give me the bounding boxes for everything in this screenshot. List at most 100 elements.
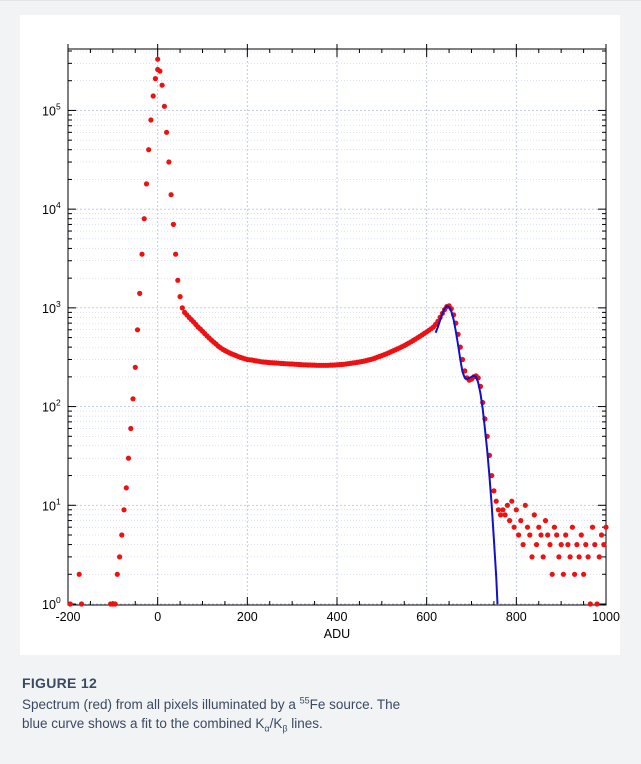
beta-subscript: β <box>282 723 288 734</box>
data-point <box>504 502 510 508</box>
figure-label: FIGURE 12 <box>22 675 98 691</box>
data-point <box>139 251 145 257</box>
data-point <box>569 524 576 530</box>
data-point <box>493 498 499 504</box>
data-point <box>164 129 170 135</box>
data-point <box>524 524 531 530</box>
data-point <box>518 518 524 524</box>
data-point <box>175 277 181 283</box>
data-point <box>536 524 542 530</box>
data-point <box>581 571 587 577</box>
figure-caption: FIGURE 12 Spectrum (red) from all pixels… <box>22 675 622 733</box>
data-point <box>565 542 571 548</box>
data-point <box>601 542 607 548</box>
x-tick-label: 600 <box>416 610 437 624</box>
data-point <box>585 554 591 560</box>
data-point <box>159 82 165 88</box>
data-point <box>587 601 593 607</box>
x-tick-label: 400 <box>327 610 348 624</box>
caption-line2-end: lines. <box>287 716 323 731</box>
x-tick-label: 200 <box>237 610 258 624</box>
data-point <box>155 56 161 62</box>
data-point <box>583 542 589 548</box>
x-tick-label: 0 <box>154 610 161 624</box>
data-point <box>589 524 596 530</box>
x-axis-label: ADU <box>324 627 350 641</box>
data-point <box>572 571 578 577</box>
y-tick-exponent: 3 <box>56 299 61 309</box>
y-tick-label: 10 <box>42 302 56 316</box>
data-point <box>168 192 174 198</box>
data-point <box>150 93 156 99</box>
data-point <box>554 532 560 538</box>
y-tick-label: 10 <box>42 203 56 217</box>
data-point <box>574 542 580 548</box>
data-point <box>141 216 147 222</box>
data-point <box>531 512 537 518</box>
data-point <box>498 512 504 518</box>
data-point <box>137 290 143 296</box>
data-point <box>114 571 120 577</box>
data-point <box>507 518 513 524</box>
y-tick-label: 10 <box>42 104 56 118</box>
data-point <box>578 532 584 538</box>
data-point <box>522 502 528 508</box>
data-point <box>502 512 508 518</box>
data-point <box>157 68 163 74</box>
data-point <box>563 532 569 538</box>
data-point <box>173 251 179 257</box>
data-point <box>556 554 562 560</box>
data-point <box>592 542 598 548</box>
data-point <box>520 542 526 548</box>
data-point <box>161 103 167 109</box>
data-point <box>603 524 609 530</box>
plot-area: -200 0 200 400 600 800 1000 10 0 10 1 10 2 10 3 10 4 10 5 A… <box>20 15 620 655</box>
data-point <box>148 117 154 123</box>
y-tick-exponent: 2 <box>56 398 61 408</box>
y-tick-label: 10 <box>42 401 56 415</box>
data-point <box>177 294 183 300</box>
data-point <box>67 601 73 607</box>
data-point <box>179 305 185 311</box>
data-point <box>134 327 141 333</box>
y-tick-exponent: 0 <box>56 595 61 605</box>
data-point <box>495 507 501 513</box>
data-point <box>123 485 129 491</box>
data-point <box>596 554 602 560</box>
isotope-mass: 55 <box>299 695 310 706</box>
data-point <box>509 498 515 504</box>
data-point <box>567 554 573 560</box>
data-point <box>500 507 506 513</box>
caption-line2: blue curve shows a fit to the combined K <box>22 716 265 731</box>
data-point <box>542 518 549 524</box>
data-point <box>143 181 150 187</box>
caption-text: Spectrum (red) from all pixels illuminat… <box>22 695 622 733</box>
fit-curve <box>434 305 499 605</box>
alpha-subscript: α <box>264 723 270 734</box>
data-point <box>491 488 497 494</box>
y-tick-exponent: 4 <box>56 200 61 210</box>
x-tick-label: -200 <box>55 610 80 624</box>
data-point <box>516 532 522 538</box>
data-point <box>128 425 134 432</box>
data-point <box>152 76 158 82</box>
caption-line1-a: Spectrum (red) from all pixels illuminat… <box>22 697 300 712</box>
data-point <box>166 159 172 165</box>
y-tick-label: 10 <box>42 499 56 513</box>
data-point <box>170 221 176 227</box>
data-point <box>558 542 564 548</box>
data-point <box>132 364 138 370</box>
data-point <box>529 554 535 560</box>
data-point <box>560 571 567 577</box>
y-tick-exponent: 1 <box>56 496 61 506</box>
data-point <box>119 532 125 538</box>
data-point <box>551 524 558 530</box>
data-point <box>78 601 85 607</box>
data-point <box>594 601 600 607</box>
x-tick-label: 800 <box>506 610 527 624</box>
data-point <box>76 571 82 577</box>
y-tick-exponent: 5 <box>56 101 61 111</box>
data-point <box>125 455 132 461</box>
